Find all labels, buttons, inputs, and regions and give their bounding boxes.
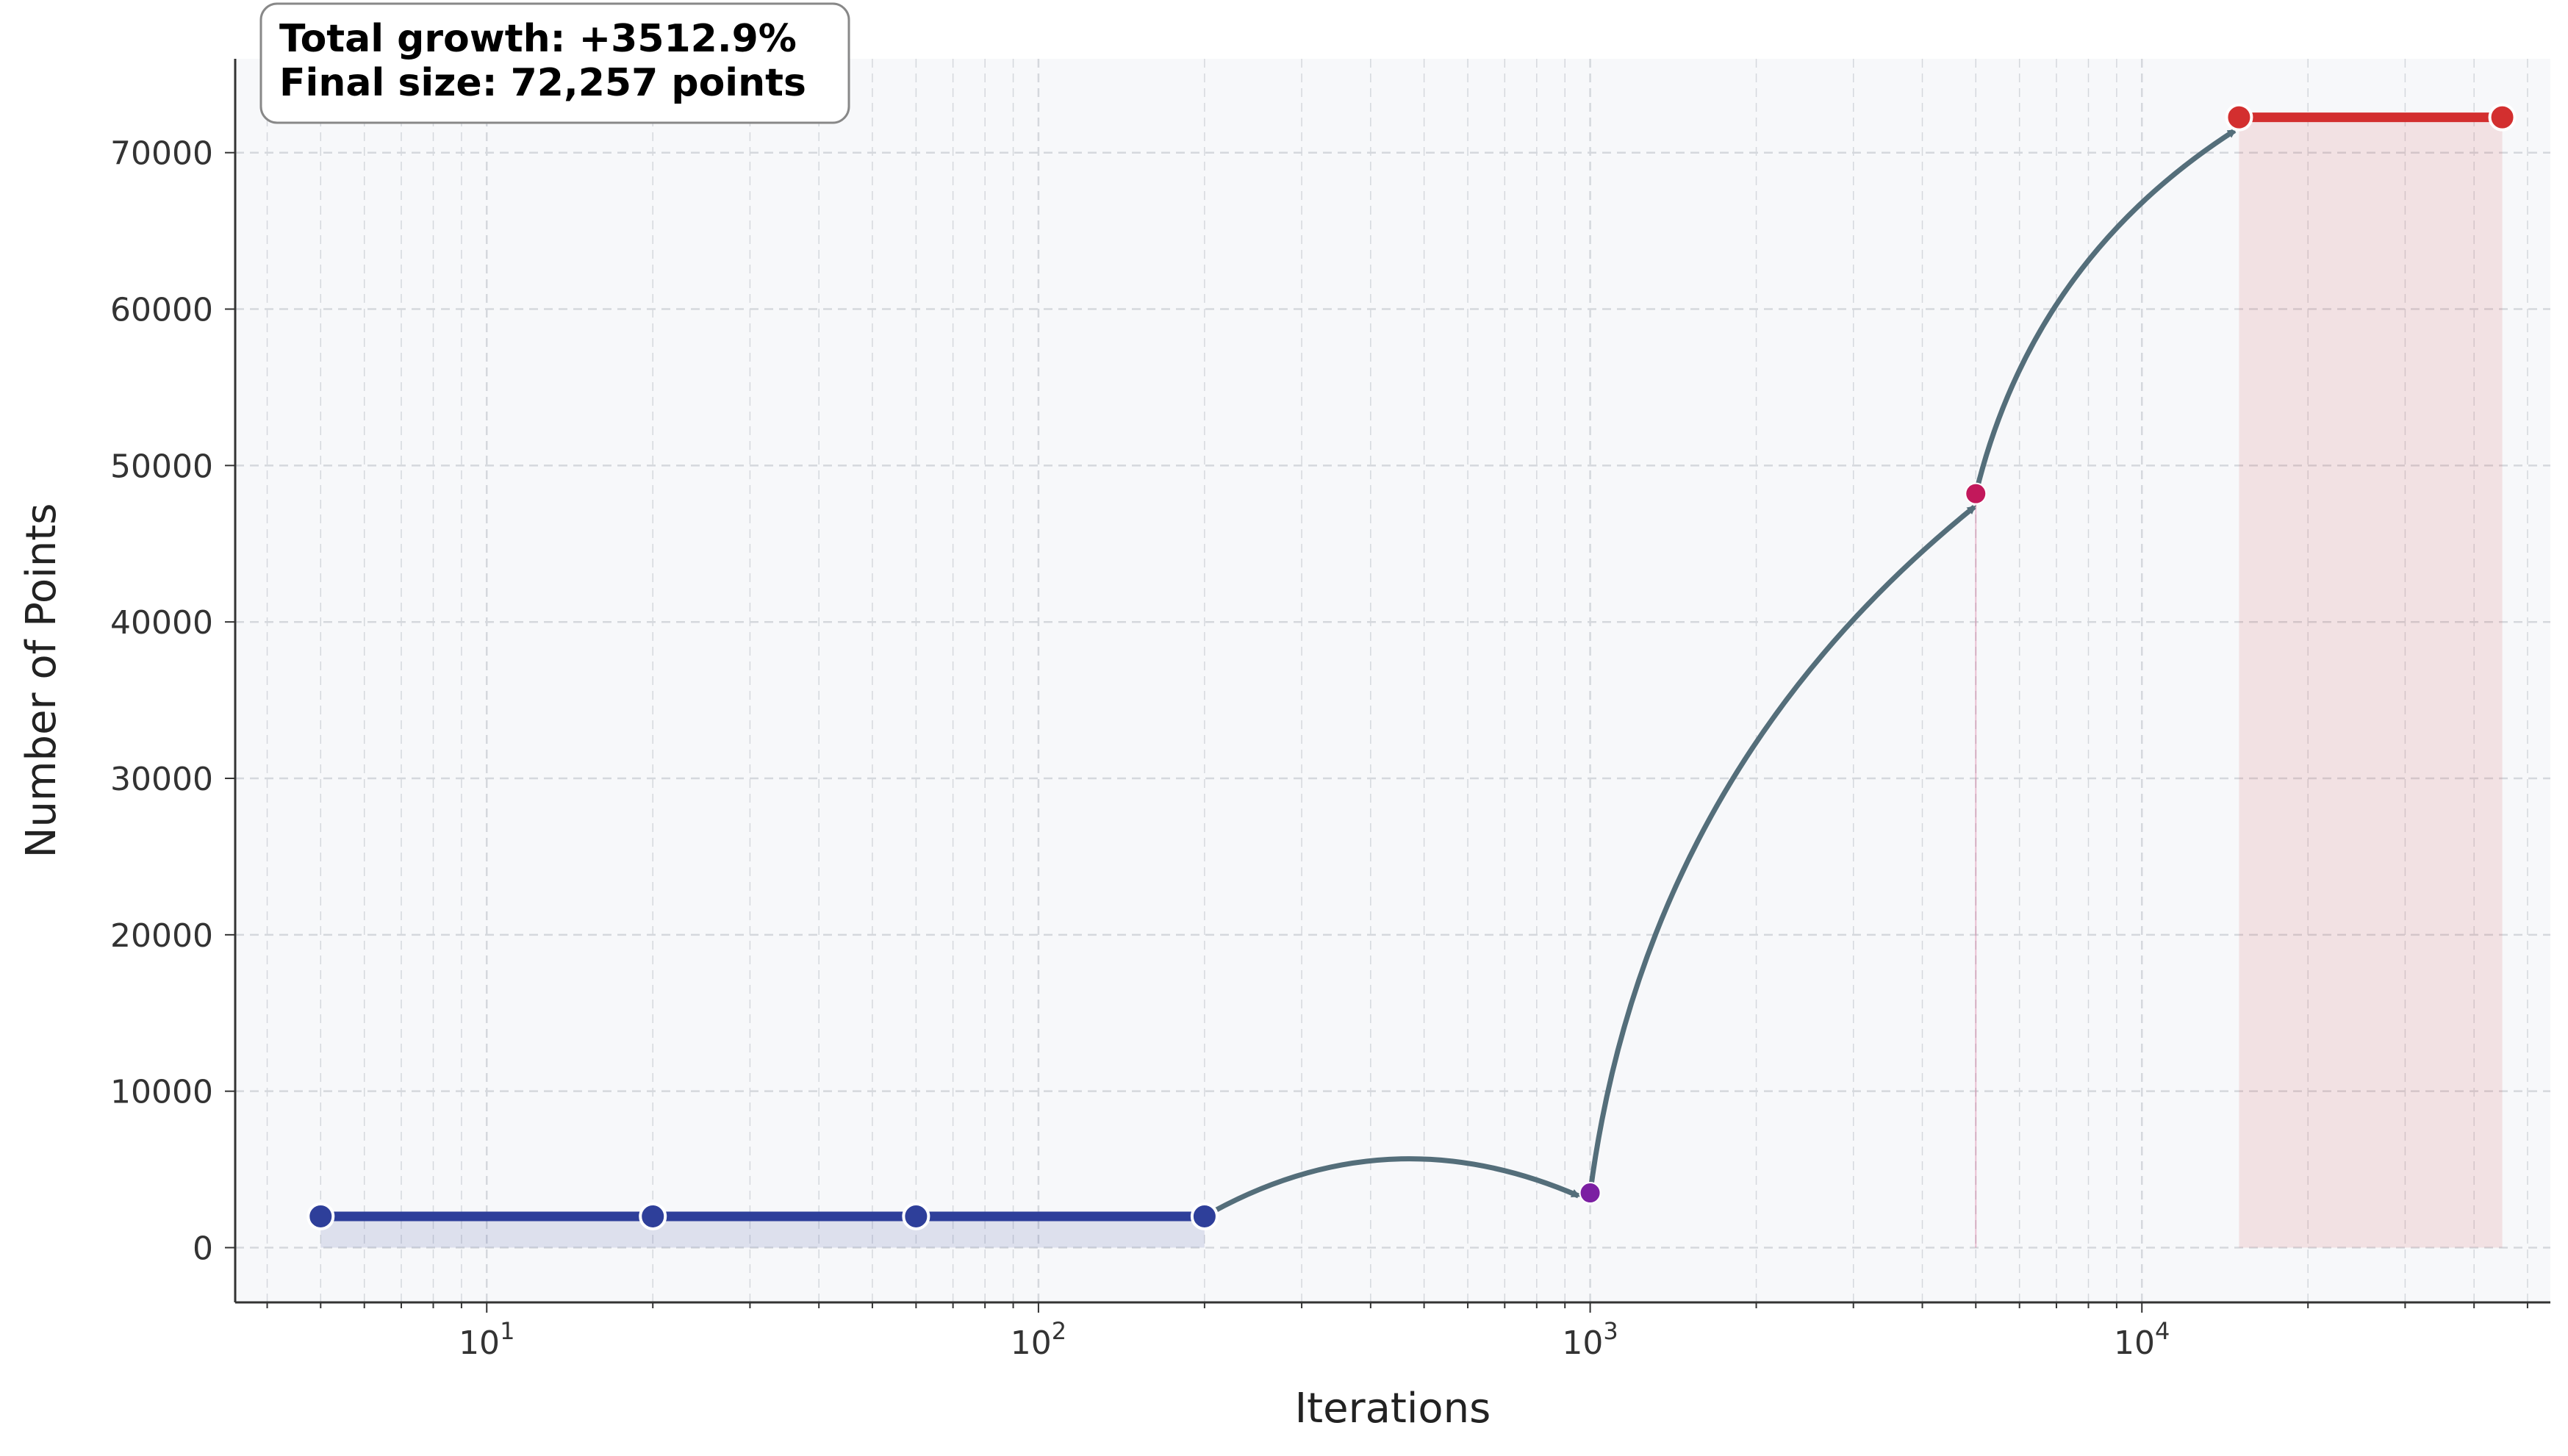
data-point (902, 1202, 930, 1230)
data-point (639, 1202, 667, 1230)
x-tick-label: 101 (459, 1317, 514, 1362)
y-tick-label: 60000 (110, 292, 213, 329)
annotation-box-frame (259, 2, 850, 124)
transition-arrow (1973, 128, 2237, 495)
x-tick-label-exponent: 3 (1603, 1317, 1618, 1345)
x-tick-label-base: 10 (2114, 1324, 2155, 1362)
annotation-line-growth: Total growth: +3512.9% (279, 17, 797, 61)
transition-arrow (1588, 504, 1976, 1194)
data-point (306, 1202, 335, 1230)
y-tick-label: 30000 (110, 761, 213, 798)
series-fill-region (320, 1216, 1205, 1248)
y-tick-label: 0 (193, 1230, 213, 1268)
x-tick-label-exponent: 4 (2155, 1317, 2170, 1345)
x-tick-label-exponent: 1 (500, 1317, 514, 1345)
data-point (1190, 1202, 1219, 1230)
x-axis-label: Iterations (1295, 1385, 1491, 1432)
x-tick-label-base: 10 (459, 1324, 500, 1362)
fill-layer (320, 117, 2503, 1248)
x-tick-label-exponent: 2 (1052, 1317, 1066, 1345)
annotation-box: Total growth: +3512.9% Final size: 72,25… (259, 2, 850, 124)
data-point (1579, 1182, 1602, 1205)
x-tick-label: 103 (1562, 1317, 1618, 1362)
y-tick-label: 20000 (110, 917, 213, 955)
plot-background (235, 59, 2550, 1302)
y-tick-label: 70000 (110, 135, 213, 173)
x-tick-label: 104 (2114, 1317, 2170, 1362)
y-tick-label: 40000 (110, 604, 213, 642)
grid-layer (235, 59, 2550, 1302)
y-axis-label: Number of Points (18, 503, 65, 858)
arrow-layer (1203, 128, 2237, 1219)
y-tick-label: 50000 (110, 448, 213, 485)
transition-arrow (1203, 1156, 1581, 1219)
x-tick-label-base: 10 (1562, 1324, 1603, 1362)
data-point (2225, 103, 2253, 132)
point-layer (306, 103, 2517, 1230)
x-tick-label: 102 (1011, 1317, 1066, 1362)
y-tick-label: 10000 (110, 1074, 213, 1111)
annotation-line-size: Final size: 72,257 points (279, 61, 806, 105)
data-point (1965, 482, 1987, 505)
series-fill-region (2239, 117, 2503, 1248)
x-tick-label-base: 10 (1011, 1324, 1052, 1362)
data-point (2488, 103, 2517, 132)
line-layer (320, 112, 2503, 1222)
